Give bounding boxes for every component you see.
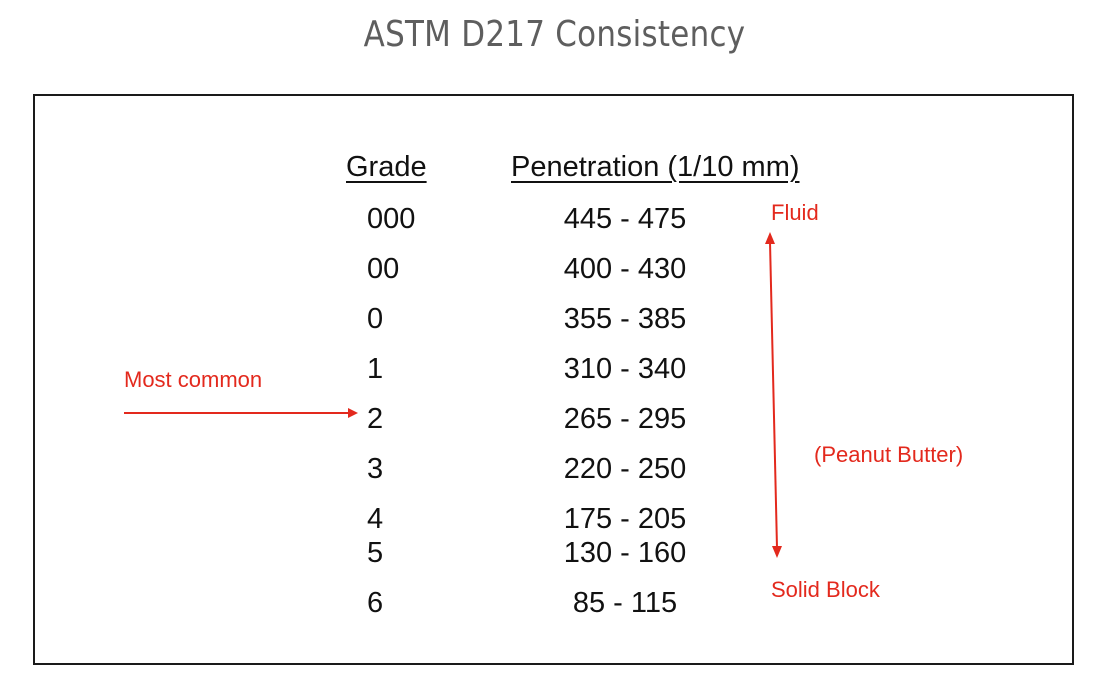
solid-block-label: Solid Block <box>771 577 880 602</box>
peanut-butter-label: (Peanut Butter) <box>814 442 964 467</box>
grade-cell: 5 <box>367 537 384 569</box>
table-frame <box>33 94 1074 665</box>
most-common-label: Most common <box>124 367 263 392</box>
grade-cell: 2 <box>367 403 384 435</box>
grade-column-header: Grade <box>346 151 427 183</box>
penetration-cell: 130 - 160 <box>563 537 687 569</box>
grade-cell: 000 <box>367 203 416 235</box>
grade-cell: 3 <box>367 453 384 485</box>
fluid-to-solid-double-arrow-icon <box>765 232 782 558</box>
grade-cell: 6 <box>367 587 384 619</box>
penetration-cell: 220 - 250 <box>563 453 687 485</box>
grade-cell: 0 <box>367 303 384 335</box>
penetration-cell: 310 - 340 <box>563 353 687 385</box>
penetration-cell: 355 - 385 <box>563 303 687 335</box>
penetration-cell: 175 - 205 <box>563 503 687 535</box>
penetration-cell: 445 - 475 <box>563 203 687 235</box>
grade-cell: 1 <box>367 353 384 385</box>
grade-cell: 00 <box>367 253 400 285</box>
penetration-cell: 400 - 430 <box>563 253 687 285</box>
penetration-column-header: Penetration (1/10 mm) <box>511 151 800 183</box>
grade-cell: 4 <box>367 503 384 535</box>
penetration-cell: 265 - 295 <box>563 403 687 435</box>
most-common-arrow-icon <box>124 408 358 418</box>
penetration-cell: 85 - 115 <box>572 587 678 619</box>
page-title: ASTM D217 Consistency <box>363 14 746 55</box>
fluid-label: Fluid <box>771 200 819 225</box>
